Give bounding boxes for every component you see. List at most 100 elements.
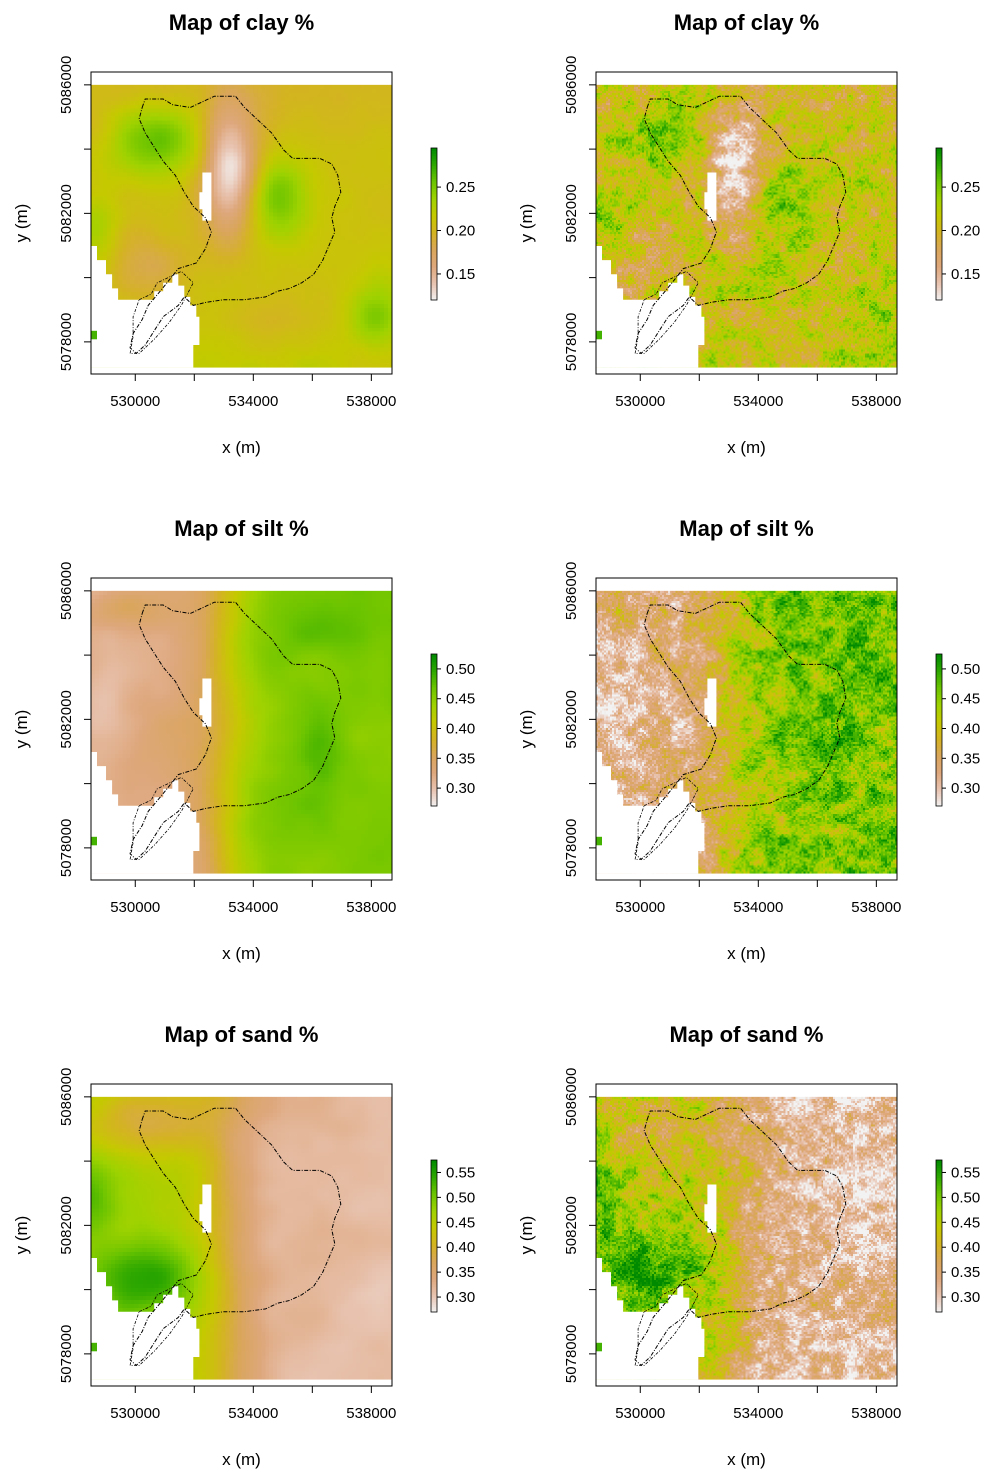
legend-swatch — [431, 707, 437, 711]
legend-swatch — [431, 1200, 437, 1204]
y-axis-label: y (m) — [517, 204, 536, 243]
legend-swatch — [431, 800, 437, 804]
legend-swatch — [431, 666, 437, 670]
legend-swatch — [431, 289, 437, 293]
legend-swatch — [431, 1223, 437, 1227]
legend-swatch — [936, 1253, 942, 1257]
legend-swatch — [936, 1210, 942, 1214]
legend-swatch — [936, 724, 942, 728]
legend-swatch — [431, 203, 437, 207]
legend-swatch — [936, 155, 942, 159]
legend-swatch — [431, 717, 437, 721]
legend-swatch — [431, 704, 437, 708]
legend-swatch — [936, 148, 942, 152]
y-tick-label: 5086000 — [563, 562, 580, 620]
legend-swatch — [431, 737, 437, 741]
legend-swatch — [431, 251, 437, 255]
y-tick-label: 5086000 — [58, 562, 75, 620]
legend-swatch — [936, 1274, 942, 1278]
legend-swatch — [431, 1220, 437, 1224]
chart-title: Map of clay % — [674, 10, 819, 35]
legend-swatch — [936, 1301, 942, 1305]
legend-swatch — [431, 292, 437, 296]
legend-swatch — [936, 153, 942, 157]
legend-swatch — [936, 1230, 942, 1234]
legend-swatch — [936, 1243, 942, 1247]
nodata-mask-center — [704, 678, 717, 727]
y-tick-label: 5086000 — [58, 1068, 75, 1126]
legend-swatch — [936, 211, 942, 215]
nodata-mask-southwest — [596, 1258, 705, 1380]
legend-swatch — [936, 1271, 942, 1275]
legend-swatch — [936, 165, 942, 169]
legend-swatch — [431, 724, 437, 728]
legend-tick-label: 0.50 — [446, 1189, 475, 1206]
legend-swatch — [431, 1286, 437, 1290]
subcatchment-boundary — [129, 776, 194, 860]
legend-swatch — [936, 790, 942, 794]
legend-swatch — [936, 180, 942, 184]
x-tick-label: 530000 — [110, 1405, 160, 1422]
legend-swatch — [936, 747, 942, 751]
legend-swatch — [936, 1228, 942, 1232]
legend-swatch — [936, 686, 942, 690]
legend-swatch — [936, 684, 942, 688]
legend-swatch — [936, 793, 942, 797]
legend-swatch — [431, 216, 437, 220]
legend-tick-label: 0.35 — [446, 1264, 475, 1281]
legend-frame — [935, 653, 943, 807]
legend-swatch — [431, 1276, 437, 1280]
color-legend: 0.30 0.35 0.40 0.45 0.50 0.55 — [935, 1159, 980, 1313]
legend-tick-label: 0.35 — [951, 750, 980, 767]
legend-tick-label: 0.35 — [446, 750, 475, 767]
legend-swatch — [431, 256, 437, 260]
nodata-mask-center — [199, 172, 212, 221]
color-legend: 0.15 0.20 0.25 — [430, 147, 475, 301]
legend-swatch — [936, 694, 942, 698]
legend-swatch — [936, 183, 942, 187]
legend-swatch — [431, 740, 437, 744]
legend-swatch — [936, 282, 942, 286]
legend-swatch — [431, 765, 437, 769]
legend-swatch — [431, 229, 437, 233]
legend-swatch — [431, 244, 437, 248]
legend-swatch — [431, 752, 437, 756]
legend-swatch — [936, 1218, 942, 1222]
legend-tick-label: 0.55 — [951, 1164, 980, 1181]
legend-swatch — [936, 1268, 942, 1272]
soil-map-panel: Map of sand % 530000 534000 538000 x (m) 5078… — [12, 1022, 475, 1469]
legend-swatch — [431, 1251, 437, 1255]
legend-tick-label: 0.15 — [951, 266, 980, 283]
legend-swatch — [936, 757, 942, 761]
legend-swatch — [936, 1236, 942, 1240]
legend-swatch — [936, 689, 942, 693]
legend-swatch — [936, 178, 942, 182]
legend-tick-label: 0.50 — [951, 661, 980, 678]
legend-swatch — [936, 1190, 942, 1194]
x-tick-label: 534000 — [733, 899, 783, 916]
legend-swatch — [936, 236, 942, 240]
legend-frame — [935, 1159, 943, 1313]
legend-swatch — [431, 1162, 437, 1166]
y-axis-label: y (m) — [12, 710, 31, 749]
chart-title: Map of silt % — [679, 516, 813, 541]
legend-swatch — [431, 1246, 437, 1250]
legend-swatch — [431, 150, 437, 154]
nodata-mask-southwest — [91, 246, 200, 368]
legend-tick-label: 0.25 — [951, 179, 980, 196]
y-tick-label: 5086000 — [563, 56, 580, 114]
legend-swatch — [936, 1248, 942, 1252]
legend-swatch — [431, 699, 437, 703]
nodata-mask-southwest — [91, 1258, 200, 1380]
legend-swatch — [936, 714, 942, 718]
legend-swatch — [431, 213, 437, 217]
y-axis-label: y (m) — [517, 710, 536, 749]
legend-swatch — [431, 795, 437, 799]
catchment-boundary — [129, 95, 342, 355]
legend-swatch — [936, 1233, 942, 1237]
legend-swatch — [431, 1215, 437, 1219]
legend-swatch — [431, 1243, 437, 1247]
legend-swatch — [431, 755, 437, 759]
subcatchment-boundary — [129, 1282, 194, 1366]
nodata-mask-southwest — [91, 752, 200, 874]
